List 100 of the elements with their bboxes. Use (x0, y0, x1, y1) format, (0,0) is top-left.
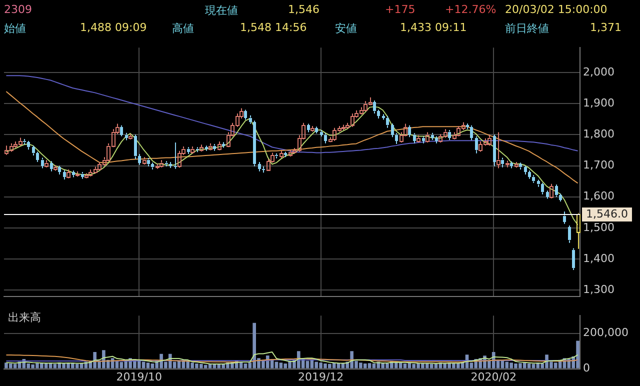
bar (306, 360, 310, 368)
candlestick (36, 151, 39, 163)
x-tick-label: 2019/12 (298, 370, 344, 384)
candlestick (373, 100, 376, 114)
candlestick (408, 124, 411, 138)
candlestick (151, 162, 154, 170)
candlestick (426, 132, 430, 143)
bar (412, 364, 416, 368)
bar (363, 363, 367, 368)
ref-line-label: 1,546.0 (586, 207, 628, 220)
candlestick (466, 122, 469, 130)
bar (372, 363, 376, 368)
candlestick (559, 193, 562, 202)
y-tick-label: 1,800 (583, 128, 614, 141)
text: 1,548 14:56 (240, 21, 307, 34)
candlestick (550, 183, 554, 199)
candlestick (205, 145, 208, 152)
candlestick (310, 125, 314, 132)
candlestick (541, 182, 544, 195)
bar (279, 362, 283, 368)
candlestick (138, 153, 141, 166)
y-tick-label: 1,600 (583, 190, 614, 203)
candlestick (422, 136, 425, 144)
candlestick (258, 162, 261, 172)
y-tick-label: 0 (583, 362, 590, 375)
candlestick (156, 163, 160, 170)
candlestick (568, 224, 571, 244)
candlestick (555, 184, 558, 198)
bar (554, 362, 558, 368)
text: +12.76% (445, 3, 496, 16)
bar (314, 362, 318, 368)
candlestick (528, 170, 531, 180)
candlestick (165, 160, 168, 167)
bar (430, 364, 434, 368)
y-tick-label: 200,000 (583, 326, 628, 340)
candlestick (475, 136, 478, 154)
bar (284, 363, 288, 368)
text: 1,546 (288, 3, 320, 16)
candlestick (120, 124, 123, 137)
candlestick (178, 150, 182, 168)
candlestick (213, 144, 216, 152)
candlestick (448, 130, 451, 140)
candlestick (187, 146, 190, 154)
candlestick (81, 172, 84, 180)
text: 1,488 09:09 (80, 21, 147, 34)
candlestick (244, 109, 247, 120)
candlestick (501, 157, 504, 168)
candlestick (288, 149, 292, 157)
candlestick (200, 144, 204, 152)
candlestick (208, 142, 212, 151)
candlestick (532, 174, 535, 184)
candlestick (572, 248, 575, 270)
text: 20/03/02 15:00:00 (505, 3, 608, 16)
chart-title: 出来高 (8, 310, 41, 325)
text: 高値 (172, 21, 194, 36)
candlestick (44, 160, 48, 168)
text: 前日終値 (505, 21, 549, 36)
bar (532, 364, 536, 368)
y-tick-label: 1,400 (583, 252, 614, 265)
candlestick (27, 140, 30, 150)
candlestick (320, 130, 323, 138)
candlestick (496, 132, 500, 169)
bar (204, 364, 208, 368)
candlestick (125, 132, 128, 141)
candlestick (510, 160, 513, 169)
candlestick (128, 134, 132, 140)
bar (120, 362, 124, 368)
candlestick (72, 170, 75, 178)
candlestick (58, 165, 61, 175)
bar (443, 363, 447, 368)
candlestick (66, 169, 70, 179)
candlestick (218, 141, 222, 151)
candlestick (488, 134, 492, 146)
candlestick (50, 160, 53, 172)
candlestick (524, 165, 527, 175)
y-tick-label: 1,900 (583, 96, 614, 110)
candlestick (493, 134, 496, 167)
candlestick (32, 145, 35, 156)
bar (527, 363, 531, 368)
candlestick (416, 134, 420, 143)
candlestick (142, 156, 146, 166)
candlestick (395, 132, 398, 145)
candlestick (63, 170, 66, 180)
candlestick (377, 109, 380, 120)
bar (212, 364, 216, 368)
candlestick (470, 124, 473, 141)
bar (403, 363, 407, 368)
text: +175 (385, 3, 416, 16)
candlestick (391, 122, 394, 138)
candlestick (537, 179, 540, 188)
bar (146, 362, 150, 368)
bar (142, 362, 146, 368)
bar (75, 364, 79, 368)
y-tick-label: 1,300 (583, 283, 614, 296)
candlestick (280, 150, 284, 159)
candlestick (324, 132, 327, 144)
candlestick (249, 114, 252, 124)
candlestick (222, 142, 225, 148)
candlestick (147, 158, 150, 167)
text: 始値 (4, 21, 26, 36)
